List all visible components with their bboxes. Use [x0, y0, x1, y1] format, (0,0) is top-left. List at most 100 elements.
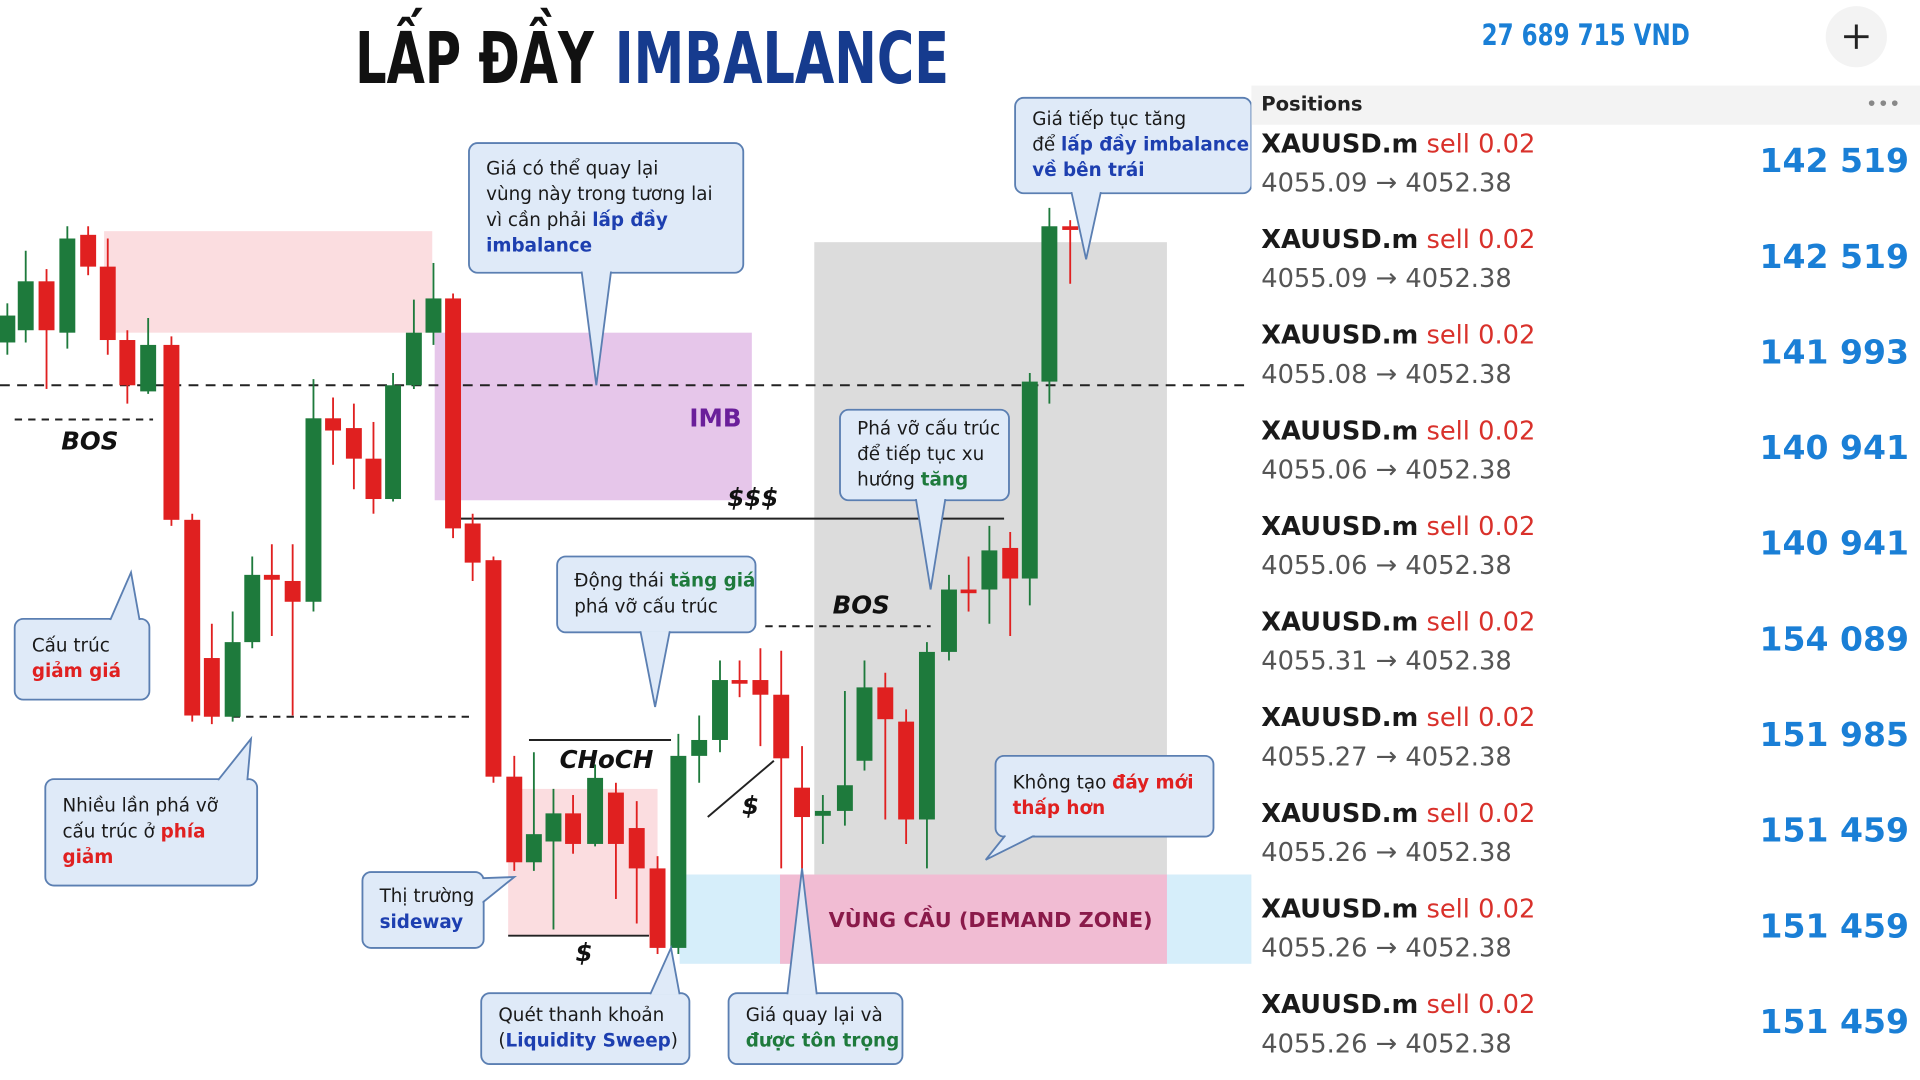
liquidity-label: $$$	[727, 483, 778, 512]
demand-zone	[780, 874, 1167, 964]
position-prices: 4055.06 → 4052.38	[1261, 551, 1511, 581]
position-prices: 4055.08 → 4052.38	[1261, 359, 1511, 389]
callout-cover	[558, 557, 755, 632]
candle-body	[244, 574, 261, 643]
zones	[104, 231, 1252, 964]
panel-bg	[1251, 0, 1920, 1080]
profit: 141 993	[1759, 332, 1908, 371]
candle-body	[752, 680, 769, 695]
callout-line: thấp hơn	[1013, 798, 1106, 819]
position-row[interactable]: XAUUSD.m sell 0.02 4055.08 → 4052.38 141 9…	[1261, 320, 1909, 389]
callout-line: Cấu trúc	[32, 635, 110, 656]
volume: 0.02	[1478, 320, 1535, 350]
position-row[interactable]: XAUUSD.m sell 0.02 4055.06 → 4052.38 140 9…	[1261, 511, 1909, 580]
position-prices: 4055.09 → 4052.38	[1261, 264, 1511, 294]
callout: Quét thanh khoản (Liquidity Sweep)	[480, 944, 691, 1066]
app-panel: 27 689 715 VND Positions ••• XAUUSD.m se…	[1251, 0, 1920, 1080]
callout-text: Nhiều lần phá vỡ	[62, 796, 218, 817]
candle-body	[794, 787, 810, 818]
balance: 27 689 715 VND	[1482, 18, 1690, 52]
position-row[interactable]: XAUUSD.m sell 0.02 4055.06 → 4052.38 140 9…	[1261, 416, 1909, 485]
position-row[interactable]: XAUUSD.m sell 0.02 4055.26 → 4052.38 151 4…	[1261, 798, 1909, 867]
profit: 140 941	[1759, 524, 1908, 563]
callout-text: đáy mới	[1112, 772, 1193, 793]
imb-label: IMB	[689, 404, 741, 433]
panel-header	[1251, 85, 1920, 125]
callout-line: sideway	[380, 912, 464, 933]
close-price: 4052.38	[1405, 1029, 1511, 1059]
callout-tail	[481, 875, 518, 904]
volume: 0.02	[1478, 703, 1535, 733]
candle-body	[712, 680, 728, 740]
callout-text: về bên trái	[1032, 160, 1144, 181]
callout: Giá có thể quay lại vùng này trong tương …	[468, 142, 745, 386]
callout-text: Giá tiếp tục tăng	[1032, 109, 1186, 130]
callout-text: hướng	[857, 470, 921, 491]
callout: Không tạo đáy mới thấp hơn	[984, 754, 1215, 861]
close-price: 4052.38	[1405, 742, 1511, 772]
candle-body	[0, 315, 16, 343]
title-part: LẤP ĐẦY	[355, 7, 595, 100]
close-price: 4052.38	[1405, 646, 1511, 676]
callout: Giá quay lại và được tôn trọng	[727, 868, 904, 1066]
callout-text: Thị trường	[379, 886, 475, 907]
callout-line: giảm	[62, 847, 113, 868]
callout-line: phá vỡ cấu trúc	[574, 596, 718, 617]
candle-body	[960, 589, 977, 594]
side: sell	[1426, 894, 1469, 924]
candle-body	[1021, 381, 1038, 579]
side: sell	[1426, 416, 1469, 446]
side: sell	[1426, 990, 1469, 1020]
position-row[interactable]: XAUUSD.m sell 0.02 4055.26 → 4052.38 151 4…	[1261, 990, 1909, 1059]
volume: 0.02	[1478, 416, 1535, 446]
position-row[interactable]: XAUUSD.m sell 0.02 4055.31 → 4052.38 154 0…	[1261, 607, 1909, 676]
callout-line: Thị trường	[379, 886, 475, 907]
liquidity-label: $	[742, 791, 759, 820]
candle-body	[670, 755, 687, 948]
callout-text: tăng giá	[670, 571, 756, 592]
callout: Phá vỡ cấu trúc để tiếp tục xu hướng tăng	[839, 408, 1010, 590]
callout-line: Quét thanh khoản	[498, 1005, 664, 1026]
position-row[interactable]: XAUUSD.m sell 0.02 4055.09 → 4052.38 142 5…	[1261, 224, 1909, 293]
volume: 0.02	[1478, 894, 1535, 924]
callout-cover	[996, 757, 1213, 836]
more-button[interactable]: •••	[1866, 93, 1901, 116]
callout-text: được tôn trọng	[746, 1030, 900, 1051]
levels	[0, 384, 1249, 937]
position-title: XAUUSD.m sell 0.02	[1261, 416, 1535, 446]
choch-label: CHoCH	[560, 745, 654, 774]
callout-text: giảm	[62, 847, 113, 868]
callout: Nhiều lần phá vỡ cấu trúc ở phía giảm	[44, 735, 259, 887]
demand-label: VÙNG CẦU (DEMAND ZONE)	[829, 904, 1153, 932]
title-part: IMBALANCE	[615, 17, 949, 100]
candle-body	[119, 340, 136, 386]
symbol: XAUUSD.m	[1261, 607, 1418, 637]
callout-cover	[482, 994, 689, 1063]
candle-body	[836, 785, 853, 811]
bos-label: BOS	[833, 591, 890, 620]
profit: 151 459	[1759, 811, 1908, 850]
position-prices: 4055.27 → 4052.38	[1261, 742, 1511, 772]
open-price: 4055.27	[1261, 742, 1367, 772]
close-price: 4052.38	[1405, 551, 1511, 581]
callout: Động thái tăng giá phá vỡ cấu trúc	[556, 555, 757, 708]
candle-body	[224, 642, 241, 717]
symbol: XAUUSD.m	[1261, 990, 1418, 1020]
candles	[0, 207, 1079, 955]
position-row[interactable]: XAUUSD.m sell 0.02 4055.27 → 4052.38 151 9…	[1261, 703, 1909, 772]
volume: 0.02	[1478, 798, 1535, 828]
callout-tail	[915, 498, 947, 590]
position-row[interactable]: XAUUSD.m sell 0.02 4055.26 → 4052.38 151 4…	[1261, 894, 1909, 963]
range-zone	[814, 242, 1167, 964]
callout-tail	[217, 735, 253, 781]
close-price: 4052.38	[1405, 838, 1511, 868]
title: LẤP ĐẦY IMBALANCE	[355, 7, 949, 100]
callout-text: )	[671, 1030, 678, 1051]
callout-cover	[15, 620, 149, 699]
position-row[interactable]: XAUUSD.m sell 0.02 4055.09 → 4052.38 142 5…	[1261, 129, 1909, 198]
side: sell	[1426, 320, 1469, 350]
callout-text: vùng này trong tương lai	[486, 184, 713, 205]
callout-line: hướng tăng	[857, 470, 968, 491]
position-prices: 4055.09 → 4052.38	[1261, 168, 1511, 198]
candle-body	[163, 344, 180, 520]
